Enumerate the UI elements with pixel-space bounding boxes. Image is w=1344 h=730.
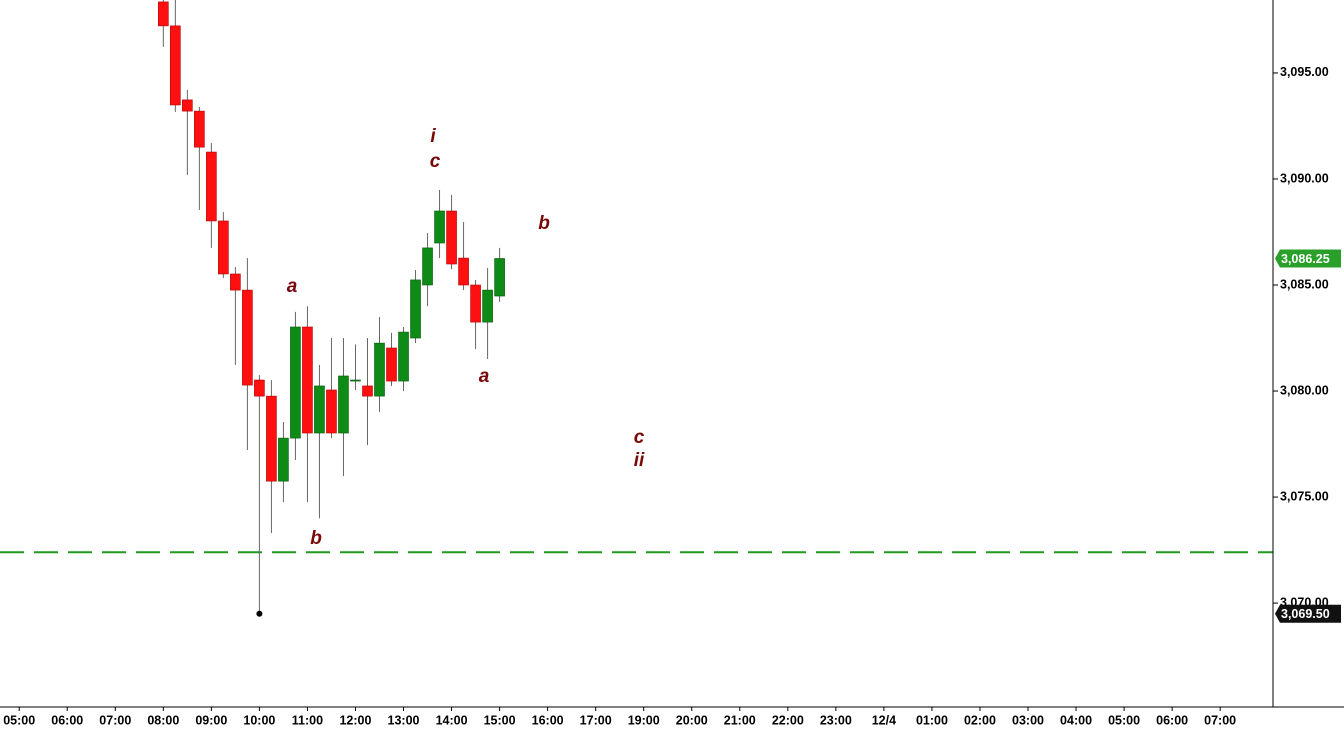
candle-body-down <box>470 284 481 323</box>
candle-body-up <box>278 437 289 482</box>
x-tick-label: 03:00 <box>1012 713 1044 727</box>
x-tick-label: 11:00 <box>292 713 323 727</box>
price-marker-label: 3,069.50 <box>1281 607 1330 621</box>
candle-body-down <box>446 210 457 265</box>
candle-body-down <box>254 379 265 397</box>
x-tick-label: 17:00 <box>580 713 612 727</box>
x-tick-label: 12/4 <box>872 713 896 727</box>
x-tick-label: 12:00 <box>339 713 371 727</box>
x-tick-label: 14:00 <box>436 713 468 727</box>
x-tick-label: 09:00 <box>195 713 227 727</box>
candle-body-up <box>398 331 409 382</box>
low-dot <box>256 610 263 617</box>
wave-label: b <box>310 528 322 549</box>
candle-body-up <box>350 379 361 382</box>
candle-body-up <box>434 210 445 244</box>
x-tick-label: 07:00 <box>1204 713 1236 727</box>
candle-body-down <box>206 151 217 222</box>
x-tick-label: 16:00 <box>532 713 564 727</box>
price-marker-box <box>1275 604 1341 623</box>
candle-body-down <box>182 99 193 112</box>
candle-body-down <box>326 389 337 434</box>
candle-body-down <box>302 326 313 434</box>
candle-body-up <box>422 247 433 286</box>
candle-body-up <box>314 385 325 434</box>
wave-label: c <box>634 427 645 448</box>
candle-body-down <box>266 395 277 482</box>
price-marker-box <box>1275 249 1341 268</box>
candle-body-down <box>242 289 253 386</box>
x-tick-label: 05:00 <box>3 713 35 727</box>
wave-label: a <box>287 276 298 297</box>
x-tick-label: 22:00 <box>772 713 804 727</box>
wave-label: b <box>538 213 550 234</box>
wave-label: i <box>430 126 436 147</box>
candle-body-up <box>338 375 349 434</box>
candle-body-down <box>386 347 397 382</box>
x-tick-label: 07:00 <box>99 713 131 727</box>
wave-label: a <box>479 366 490 387</box>
x-tick-label: 06:00 <box>51 713 83 727</box>
x-tick-label: 06:00 <box>1156 713 1188 727</box>
x-tick-label: 04:00 <box>1060 713 1092 727</box>
x-tick-label: 23:00 <box>820 713 852 727</box>
candle-body-up <box>482 289 493 323</box>
y-tick-label: 3,085.00 <box>1280 277 1329 291</box>
price-marker-label: 3,086.25 <box>1281 252 1330 266</box>
x-tick-label: 21:00 <box>724 713 756 727</box>
x-tick-label: 05:00 <box>1108 713 1140 727</box>
y-tick-label: 3,095.00 <box>1280 65 1329 79</box>
candle-body-down <box>194 110 205 148</box>
candle-body-down <box>170 25 181 106</box>
x-tick-label: 13:00 <box>388 713 420 727</box>
candle-body-down <box>362 385 373 397</box>
x-tick-label: 01:00 <box>916 713 948 727</box>
candle-body-down <box>158 1 169 27</box>
y-tick-label: 3,080.00 <box>1280 383 1329 397</box>
x-tick-label: 19:00 <box>628 713 660 727</box>
candle-body-up <box>290 326 301 439</box>
x-tick-label: 10:00 <box>243 713 275 727</box>
candle-body-up <box>494 258 505 297</box>
candle-body-up <box>374 342 385 397</box>
y-tick-label: 3,075.00 <box>1280 489 1329 503</box>
x-tick-label: 15:00 <box>484 713 516 727</box>
candle-body-down <box>230 273 241 291</box>
y-tick-label: 3,090.00 <box>1280 171 1329 185</box>
candle-body-down <box>458 257 469 286</box>
candle-body-up <box>410 279 421 339</box>
candle-body-down <box>218 220 229 275</box>
x-tick-label: 08:00 <box>147 713 179 727</box>
x-tick-label: 02:00 <box>964 713 996 727</box>
plot-area <box>0 0 1273 617</box>
wave-label: c <box>430 151 441 172</box>
x-tick-label: 20:00 <box>676 713 708 727</box>
wave-label: ii <box>634 450 645 471</box>
